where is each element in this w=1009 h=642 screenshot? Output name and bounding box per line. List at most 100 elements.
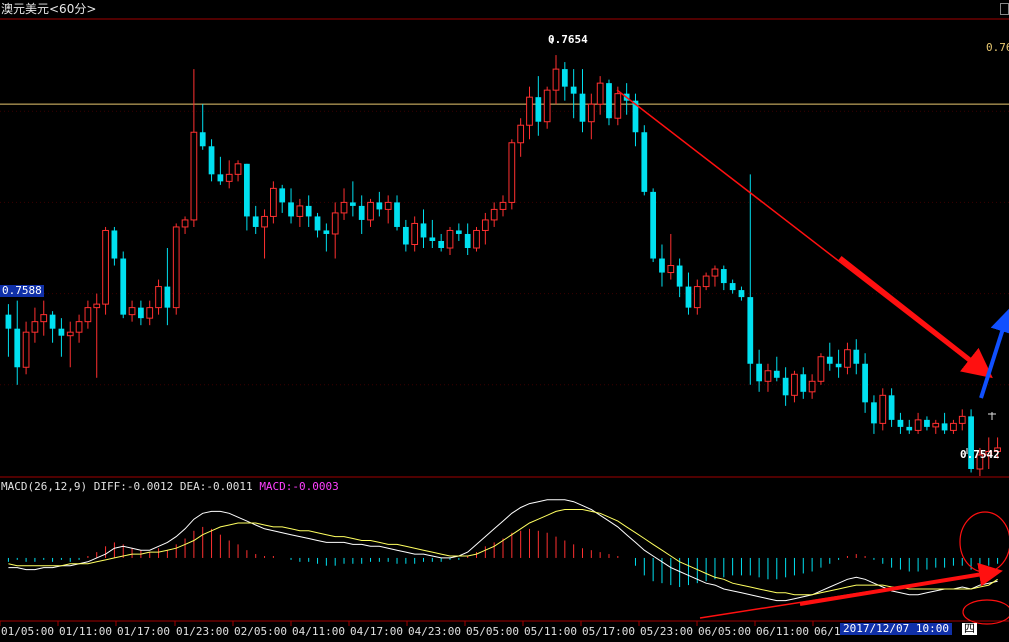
candle: [66, 321, 74, 368]
candle: [349, 181, 356, 217]
candle: [244, 163, 250, 231]
candle-body: [676, 265, 683, 287]
candle: [481, 212, 489, 245]
candle: [402, 219, 409, 252]
candle: [376, 191, 383, 217]
candle: [22, 321, 30, 375]
low-price-label: 0.7542: [960, 448, 1000, 461]
candle: [155, 279, 162, 315]
candle: [217, 156, 224, 185]
candle-body: [614, 93, 622, 119]
x-tick-label: 02/05:00: [234, 625, 287, 638]
candle-body: [349, 202, 356, 206]
candle-body: [543, 89, 551, 123]
candle: [358, 195, 365, 234]
candle-body: [587, 103, 595, 123]
candle: [976, 447, 984, 476]
candle-body: [438, 240, 445, 248]
candle-body: [58, 328, 65, 336]
x-tick-label: 05/17:00: [582, 625, 635, 638]
candle: [552, 55, 560, 105]
weekday-label: 四: [962, 622, 977, 635]
x-tick-label: 01/23:00: [176, 625, 229, 638]
candle: [685, 272, 692, 315]
candle: [138, 300, 144, 326]
candle-body: [667, 265, 675, 274]
candle: [914, 412, 922, 434]
close-button[interactable]: [1000, 3, 1009, 15]
candle: [455, 223, 462, 241]
candle: [941, 412, 948, 434]
macd-diff: DIFF:-0.0012: [93, 480, 174, 493]
macd-indicator: [7, 499, 999, 602]
x-tick-label: 04/17:00: [350, 625, 403, 638]
candle-body: [84, 307, 92, 323]
candle-body: [773, 370, 780, 378]
candle: [252, 205, 259, 234]
highlight-circle: [959, 511, 1009, 573]
x-tick-label: 01/11:00: [59, 625, 112, 638]
candle-body: [340, 201, 348, 214]
candle: [128, 300, 136, 322]
candle: [164, 248, 171, 326]
candle: [31, 307, 39, 343]
candle-body: [14, 328, 21, 368]
x-tick-label: 05/23:00: [640, 625, 693, 638]
candle-body: [331, 212, 339, 235]
candle: [323, 223, 330, 252]
x-tick-label: 01/05:00: [1, 625, 54, 638]
candle-body: [579, 93, 586, 122]
candle-body: [958, 415, 966, 424]
candle: [535, 76, 542, 136]
candle: [5, 304, 12, 357]
candle-body: [835, 363, 842, 368]
candle: [384, 195, 392, 224]
candle-body: [49, 314, 56, 329]
candle-body: [199, 132, 206, 147]
candle: [561, 62, 568, 101]
candle-body: [738, 290, 745, 298]
candle: [93, 293, 101, 378]
candle: [871, 395, 877, 434]
candle-body: [782, 377, 789, 396]
candle: [490, 202, 498, 227]
candle-body: [234, 163, 242, 175]
candle: [747, 174, 754, 385]
candle: [499, 195, 507, 217]
x-tick-label: 05/11:00: [524, 625, 577, 638]
candle-body: [853, 349, 860, 364]
diff-line: [8, 499, 998, 602]
candle: [411, 216, 419, 252]
highlight-circle: [962, 599, 1009, 625]
chart-title: 澳元美元<60分>: [1, 2, 97, 16]
candle-body: [711, 268, 719, 277]
candle-body: [93, 303, 101, 309]
candle-body: [535, 97, 542, 122]
horizontal-line-label: 0.76: [986, 41, 1009, 54]
candle-body: [279, 188, 286, 203]
candle: [782, 367, 789, 406]
x-tick-label: 01/17:00: [117, 625, 170, 638]
candle: [650, 188, 657, 263]
candle: [288, 188, 294, 224]
candle: [526, 86, 533, 140]
candle-body: [844, 349, 851, 368]
candle-body: [871, 402, 877, 424]
candle: [40, 300, 48, 336]
candle-body: [526, 96, 533, 126]
candle: [826, 342, 833, 371]
candle-body: [270, 187, 277, 217]
candle: [473, 226, 480, 252]
candle: [641, 125, 648, 196]
candle: [862, 353, 868, 413]
candle-body: [561, 69, 568, 87]
candle-body: [128, 307, 136, 316]
candle: [764, 363, 772, 392]
macd-value: MACD:-0.0003: [259, 480, 339, 493]
candle: [367, 198, 374, 227]
candle: [58, 318, 65, 357]
candle: [968, 409, 974, 473]
candle-body: [888, 395, 895, 420]
candle-body: [208, 146, 215, 175]
